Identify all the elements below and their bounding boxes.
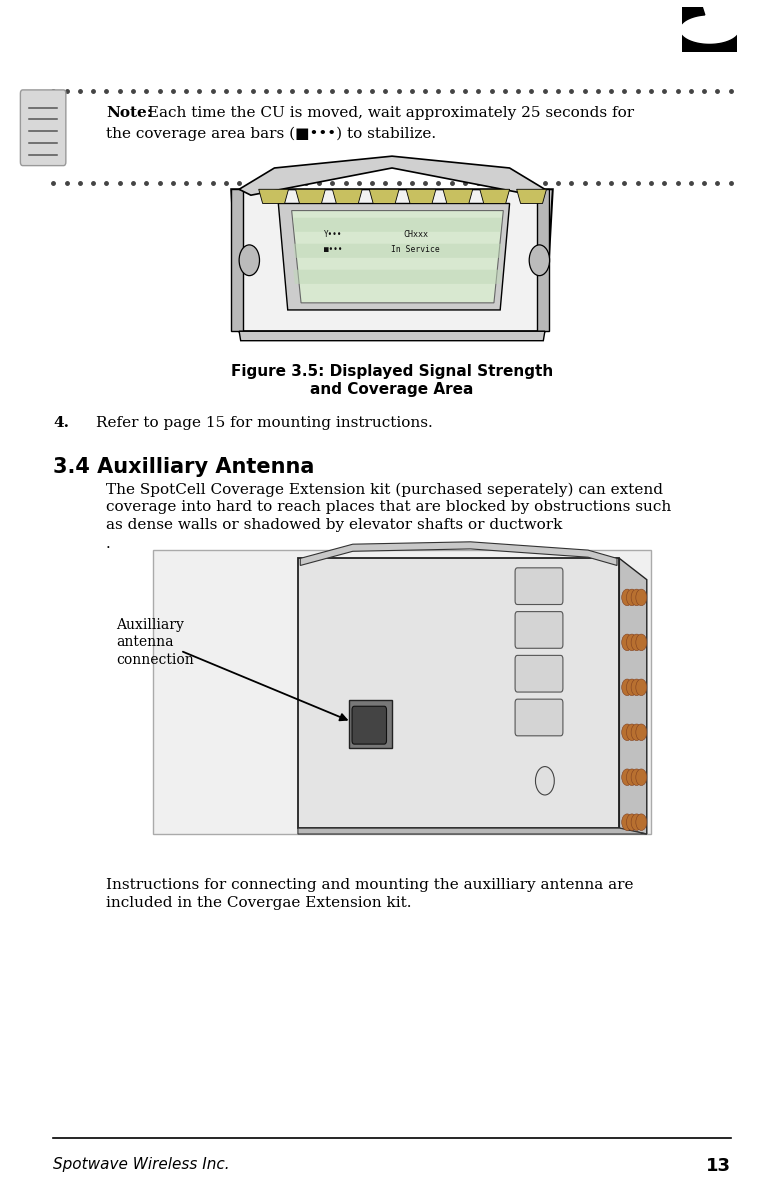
Polygon shape xyxy=(292,211,503,303)
Text: .: . xyxy=(106,537,111,551)
Circle shape xyxy=(631,724,642,741)
Circle shape xyxy=(626,724,637,741)
Polygon shape xyxy=(293,218,502,232)
Polygon shape xyxy=(537,189,549,331)
Circle shape xyxy=(535,767,554,795)
Polygon shape xyxy=(443,189,473,203)
Polygon shape xyxy=(296,189,325,203)
Text: Note:: Note: xyxy=(106,106,152,121)
Circle shape xyxy=(529,245,550,276)
Text: The SpotCell Coverage Extension kit (purchased seperately) can extend: The SpotCell Coverage Extension kit (pur… xyxy=(106,483,662,497)
Text: Each time the CU is moved, wait approximately 25 seconds for: Each time the CU is moved, wait approxim… xyxy=(143,106,634,121)
Circle shape xyxy=(622,589,633,606)
Circle shape xyxy=(622,679,633,696)
Polygon shape xyxy=(293,270,502,284)
Text: and Coverage Area: and Coverage Area xyxy=(310,382,474,397)
Polygon shape xyxy=(231,189,553,331)
Polygon shape xyxy=(406,189,436,203)
Text: the coverage area bars (■•••) to stabilize.: the coverage area bars (■•••) to stabili… xyxy=(106,127,436,141)
FancyBboxPatch shape xyxy=(515,699,563,736)
Polygon shape xyxy=(293,244,502,258)
Polygon shape xyxy=(332,189,362,203)
Circle shape xyxy=(626,589,637,606)
Polygon shape xyxy=(298,828,647,834)
Circle shape xyxy=(631,769,642,786)
Text: Refer to page 15 for mounting instructions.: Refer to page 15 for mounting instructio… xyxy=(96,416,434,431)
Polygon shape xyxy=(480,189,510,203)
Circle shape xyxy=(636,634,647,651)
Polygon shape xyxy=(239,331,545,341)
Circle shape xyxy=(626,769,637,786)
Text: Instructions for connecting and mounting the auxilliary antenna are: Instructions for connecting and mounting… xyxy=(106,878,633,892)
Text: as dense walls or shadowed by elevator shafts or ductwork: as dense walls or shadowed by elevator s… xyxy=(106,518,562,532)
Circle shape xyxy=(626,679,637,696)
Text: 3.4 Auxilliary Antenna: 3.4 Auxilliary Antenna xyxy=(53,457,314,477)
Polygon shape xyxy=(349,700,392,748)
Text: connection: connection xyxy=(116,653,194,667)
FancyBboxPatch shape xyxy=(153,550,651,834)
Polygon shape xyxy=(300,542,617,565)
Circle shape xyxy=(622,769,633,786)
Circle shape xyxy=(631,589,642,606)
Circle shape xyxy=(626,814,637,830)
Text: included in the Covergae Extension kit.: included in the Covergae Extension kit. xyxy=(106,896,412,910)
Text: antenna: antenna xyxy=(116,635,173,649)
Circle shape xyxy=(622,814,633,830)
FancyBboxPatch shape xyxy=(515,655,563,692)
Circle shape xyxy=(622,634,633,651)
Circle shape xyxy=(636,589,647,606)
Polygon shape xyxy=(369,189,399,203)
Text: 4.: 4. xyxy=(53,416,69,431)
Polygon shape xyxy=(231,189,243,331)
Circle shape xyxy=(626,634,637,651)
Text: CHxxx: CHxxx xyxy=(403,230,428,239)
Circle shape xyxy=(622,724,633,741)
Text: coverage into hard to reach places that are blocked by obstructions such: coverage into hard to reach places that … xyxy=(106,500,671,515)
Polygon shape xyxy=(619,558,647,834)
Circle shape xyxy=(631,679,642,696)
Text: 13: 13 xyxy=(706,1157,731,1175)
FancyBboxPatch shape xyxy=(515,568,563,605)
Text: Y•••: Y••• xyxy=(324,230,343,239)
Text: Auxilliary: Auxilliary xyxy=(116,618,184,632)
Circle shape xyxy=(636,724,647,741)
Polygon shape xyxy=(517,189,546,203)
Text: ■•••: ■••• xyxy=(324,245,343,254)
Circle shape xyxy=(636,769,647,786)
Circle shape xyxy=(636,814,647,830)
Polygon shape xyxy=(278,203,510,310)
Text: In Service: In Service xyxy=(391,245,440,254)
FancyBboxPatch shape xyxy=(515,612,563,648)
FancyBboxPatch shape xyxy=(20,90,66,166)
Text: Spotwave Wireless Inc.: Spotwave Wireless Inc. xyxy=(53,1157,230,1172)
Text: Figure 3.5: Displayed Signal Strength: Figure 3.5: Displayed Signal Strength xyxy=(230,364,554,380)
Polygon shape xyxy=(298,558,619,828)
Circle shape xyxy=(239,245,260,276)
FancyBboxPatch shape xyxy=(352,706,387,744)
Circle shape xyxy=(636,679,647,696)
Circle shape xyxy=(631,634,642,651)
Polygon shape xyxy=(239,156,545,195)
Circle shape xyxy=(631,814,642,830)
Polygon shape xyxy=(259,189,289,203)
